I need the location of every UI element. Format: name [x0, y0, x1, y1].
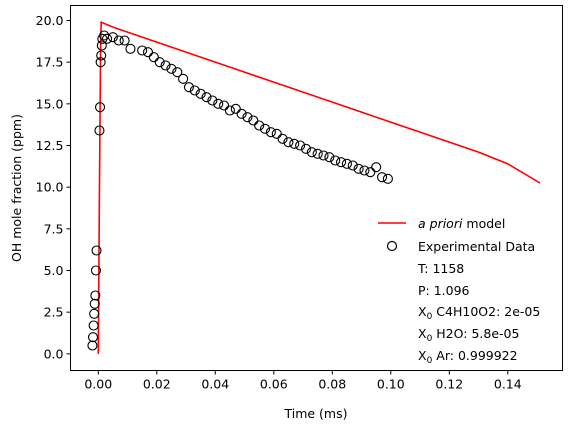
y-axis-label: OH mole fraction (ppm) — [9, 114, 24, 262]
data-point — [87, 332, 99, 343]
data-point — [254, 120, 265, 131]
x-tick-label: 0.00 — [84, 377, 112, 392]
legend-experimental-marker — [386, 240, 398, 252]
data-point — [300, 143, 312, 154]
data-point — [96, 50, 107, 61]
data-point — [347, 160, 358, 171]
y-tick-label: 17.5 — [36, 55, 64, 70]
y-tick-label: 5.0 — [44, 263, 64, 278]
data-point — [265, 127, 276, 138]
legend-temperature: T: 1158 — [417, 261, 464, 276]
data-point — [371, 162, 382, 173]
legend-x0-ar: X0 Ar: 0.999922 — [418, 348, 518, 366]
data-point — [113, 35, 124, 46]
y-tick-label: 12.5 — [36, 138, 64, 153]
data-point — [88, 320, 99, 331]
data-point — [87, 340, 98, 351]
data-point — [213, 98, 224, 109]
data-point — [160, 60, 171, 71]
legend-experimental-label: Experimental Data — [418, 239, 535, 254]
y-tick-label: 15.0 — [36, 96, 64, 111]
data-point — [341, 158, 352, 169]
data-point — [183, 82, 195, 93]
y-tick-label: 7.5 — [44, 221, 64, 236]
legend-pressure: P: 1.096 — [418, 283, 470, 298]
data-point — [195, 88, 206, 99]
x-tick-label: 0.06 — [260, 377, 288, 392]
data-point — [230, 103, 241, 114]
data-point — [207, 95, 218, 106]
data-point — [96, 40, 107, 51]
data-point — [166, 63, 177, 74]
data-point — [271, 128, 282, 139]
data-point — [142, 47, 154, 58]
data-point — [353, 163, 364, 174]
x-axis-ticks: 0.00 0.02 0.04 0.06 0.08 0.10 0.12 0.14 — [84, 370, 522, 392]
data-point — [248, 115, 259, 126]
x-axis-label: Time (ms) — [283, 406, 347, 421]
data-point — [172, 67, 183, 78]
legend-model-suffix: model — [462, 216, 505, 231]
legend-x0-c4h10o2: X0 C4H10O2: 2e-05 — [418, 304, 540, 322]
x-tick-label: 0.12 — [435, 377, 463, 392]
data-point — [102, 33, 113, 44]
data-point — [201, 92, 212, 103]
data-point — [148, 52, 159, 63]
data-point — [219, 100, 230, 111]
y-tick-label: 20.0 — [36, 13, 64, 28]
data-point — [242, 112, 253, 123]
data-point — [277, 133, 288, 144]
data-point — [125, 43, 136, 54]
data-point — [365, 167, 376, 178]
legend-x0-h2o: X0 H2O: 5.8e-05 — [418, 326, 519, 344]
data-point — [189, 85, 200, 96]
data-point — [119, 35, 130, 46]
data-point — [376, 172, 388, 183]
data-point — [324, 152, 335, 163]
legend: a priori model Experimental Data T: 1158… — [378, 216, 540, 366]
data-point — [330, 155, 341, 166]
data-point — [154, 57, 165, 68]
data-point — [283, 137, 294, 148]
y-axis-ticks: 0.0 2.5 5.0 7.5 10.0 12.5 15.0 17.5 20.0 — [36, 13, 71, 361]
x-tick-label: 0.04 — [201, 377, 229, 392]
data-point — [90, 265, 101, 276]
data-point — [107, 32, 118, 43]
data-point — [259, 123, 271, 134]
legend-model-label: a priori model — [418, 216, 505, 231]
data-point — [306, 147, 317, 158]
data-point — [312, 148, 323, 159]
x-tick-label: 0.14 — [494, 377, 522, 392]
data-point — [178, 73, 189, 84]
data-point — [236, 108, 247, 119]
data-point — [95, 57, 106, 68]
data-point — [336, 157, 347, 168]
data-point — [382, 173, 393, 184]
data-point — [89, 308, 100, 319]
series-layer — [87, 20, 541, 354]
data-point — [94, 125, 105, 136]
data-point — [137, 45, 148, 56]
data-point — [90, 290, 101, 301]
plot-frame — [70, 5, 563, 371]
data-point — [359, 165, 370, 176]
y-tick-label: 0.0 — [44, 346, 64, 361]
data-point — [318, 150, 329, 161]
data-point — [224, 105, 235, 116]
x-tick-label: 0.10 — [377, 377, 405, 392]
data-point — [94, 102, 106, 113]
x-tick-label: 0.02 — [143, 377, 171, 392]
data-point — [91, 245, 102, 256]
y-tick-label: 2.5 — [44, 305, 64, 320]
legend-model-prefix: a priori — [418, 216, 463, 231]
data-point — [89, 298, 100, 309]
data-point — [295, 140, 306, 151]
x-tick-label: 0.08 — [318, 377, 346, 392]
data-point — [289, 138, 300, 149]
model-line — [97, 20, 541, 354]
y-tick-label: 10.0 — [36, 180, 64, 195]
